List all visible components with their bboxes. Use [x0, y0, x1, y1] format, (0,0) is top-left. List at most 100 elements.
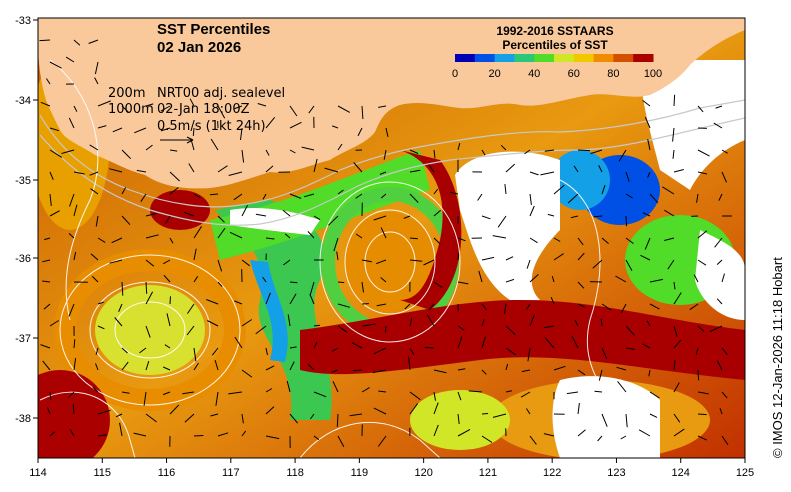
current-vector: [111, 237, 123, 244]
current-vector: [697, 230, 708, 239]
x-tick-label: 122: [543, 467, 561, 479]
current-vector: [193, 276, 199, 283]
x-tick-label: 120: [414, 467, 432, 479]
legend-color-swatch: [593, 54, 614, 62]
current-vector: [47, 407, 51, 415]
current-vector: [134, 127, 147, 134]
current-vector: [337, 303, 350, 308]
current-vector: [240, 127, 243, 141]
current-vector: [477, 193, 483, 201]
current-vector: [49, 61, 62, 69]
current-vector: [217, 215, 225, 223]
current-vector: [121, 105, 130, 113]
current-vector: [433, 402, 439, 415]
current-vector: [481, 435, 493, 443]
current-vector: [383, 149, 387, 160]
current-vector: [673, 413, 681, 423]
legend-color-swatch: [633, 54, 654, 62]
current-vector: [313, 391, 327, 398]
current-vector: [61, 149, 75, 154]
current-vector: [716, 298, 723, 305]
current-vector: [145, 281, 148, 294]
current-vector: [324, 167, 339, 173]
current-vector: [332, 125, 339, 129]
current-vector: [90, 253, 99, 261]
current-vector: [672, 127, 675, 142]
current-vector: [165, 215, 171, 224]
current-vector: [505, 347, 516, 356]
current-vector: [433, 237, 441, 245]
current-vector: [597, 435, 603, 442]
legend-title-line1: 1992-2016 SSTAARS: [496, 24, 613, 38]
current-vector: [44, 237, 51, 241]
current-vector: [40, 101, 51, 107]
contour-200m: [39, 99, 745, 208]
current-vector: [121, 361, 129, 371]
current-vector: [207, 320, 219, 327]
current-vector: [577, 369, 586, 376]
current-vector: [577, 429, 586, 437]
current-vector: [404, 303, 411, 310]
legend-tick-label: 40: [528, 68, 540, 80]
current-vector: [163, 274, 171, 283]
current-vector: [337, 325, 348, 333]
dark-red-north-eddy: [400, 150, 462, 310]
current-vector: [616, 366, 627, 371]
current-vector: [337, 435, 345, 447]
legend-title-line2: Percentiles of SST: [502, 38, 608, 52]
product-label: NRT00 adj. sealevel: [157, 86, 285, 101]
current-vector: [594, 390, 603, 393]
current-vector: [529, 314, 535, 327]
current-vector: [169, 296, 171, 305]
current-vector: [505, 363, 509, 371]
current-vector: [210, 138, 219, 151]
current-vector: [577, 252, 585, 261]
current-vector: [433, 188, 439, 195]
current-vector: [573, 165, 579, 173]
current-vector: [289, 361, 295, 371]
current-vector: [403, 215, 411, 219]
current-vector: [95, 347, 99, 355]
current-vector: [695, 347, 699, 356]
current-vector: [91, 276, 99, 283]
current-vector: [649, 278, 663, 283]
current-vector: [601, 185, 606, 195]
current-vector: [145, 103, 154, 107]
current-vector: [355, 193, 363, 199]
current-vector: [49, 193, 52, 206]
current-vector: [186, 303, 195, 314]
current-vector: [265, 388, 273, 393]
current-vector: [409, 193, 419, 203]
current-vector: [601, 347, 608, 360]
current-vector: [526, 259, 531, 269]
current-vector: [206, 299, 219, 305]
current-vector: [40, 344, 51, 349]
current-vector: [697, 325, 705, 333]
current-vector: [433, 424, 439, 437]
legend-tick-label: 60: [568, 68, 580, 80]
current-vector: [361, 281, 364, 293]
current-vector: [571, 335, 579, 349]
y-tick-label: -38: [15, 413, 31, 425]
current-vector: [169, 171, 180, 182]
current-vector: [503, 303, 507, 314]
current-vector: [543, 325, 555, 329]
current-vector: [721, 347, 728, 355]
current-vector: [567, 193, 579, 204]
current-vector: [289, 293, 297, 305]
bathymetry-contours: [39, 99, 745, 226]
ssh-line-south: [299, 421, 441, 458]
current-vector: [257, 103, 267, 107]
current-vector: [625, 171, 630, 182]
no-data-regions: [230, 60, 745, 458]
current-vector: [457, 413, 460, 425]
current-vector: [73, 339, 76, 349]
current-vector: [43, 303, 51, 310]
current-vector: [697, 413, 707, 416]
current-vector: [333, 237, 339, 252]
current-vector: [307, 231, 315, 239]
current-vector: [211, 347, 219, 356]
legend-tick-label: 0: [452, 68, 458, 80]
current-vector: [303, 193, 315, 198]
ssh-line-east: [559, 179, 641, 421]
